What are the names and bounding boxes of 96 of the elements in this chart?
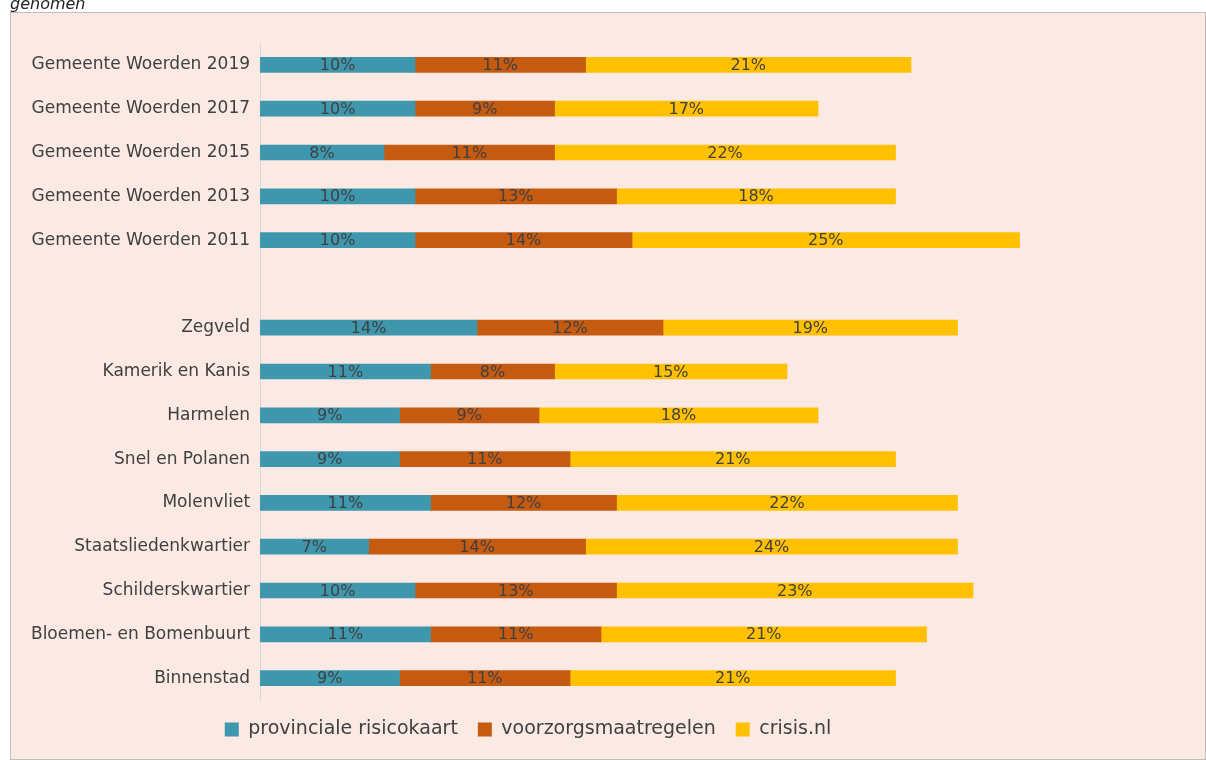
data-label: 21% xyxy=(714,668,751,688)
y-tick-label: Bloemen- en Bomenbuurt xyxy=(30,622,251,643)
bar xyxy=(414,57,586,73)
data-label: 24% xyxy=(753,536,790,556)
data-label: 10% xyxy=(319,186,356,206)
data-label: 11% xyxy=(467,449,503,469)
bar xyxy=(430,626,602,643)
data-label: 21% xyxy=(714,449,751,469)
data-label: 13% xyxy=(498,580,534,600)
bar xyxy=(260,495,431,511)
bar xyxy=(260,319,478,336)
data-label: 9% xyxy=(317,449,343,469)
bar xyxy=(476,319,664,336)
bar xyxy=(414,100,555,117)
bar xyxy=(631,232,1020,248)
data-label: 14% xyxy=(350,317,387,337)
data-label: 11% xyxy=(327,361,364,381)
data-label: 8% xyxy=(309,142,335,162)
y-tick-label: Staatsliedenkwartier xyxy=(74,535,251,556)
bar xyxy=(414,188,617,205)
y-tick-label: Gemeente Woerden 2015 xyxy=(31,140,251,161)
bar xyxy=(414,232,633,248)
data-label: 12% xyxy=(505,493,542,513)
bar xyxy=(554,363,788,380)
data-label: 10% xyxy=(319,55,356,75)
data-label: 11% xyxy=(467,668,503,688)
bar xyxy=(260,57,416,73)
bar xyxy=(260,232,416,248)
bar xyxy=(554,100,819,117)
data-label: 18% xyxy=(738,186,774,206)
bar xyxy=(616,188,896,205)
bar xyxy=(662,319,958,336)
bar xyxy=(260,538,369,555)
data-label: 8% xyxy=(479,361,506,381)
bar xyxy=(585,538,958,555)
data-label: 11% xyxy=(327,624,364,644)
data-label: 11% xyxy=(451,142,488,162)
data-label: 11% xyxy=(482,55,519,75)
bar xyxy=(399,670,571,686)
y-tick-label: Schilderskwartier xyxy=(102,578,251,599)
bar xyxy=(554,144,896,161)
data-label: 14% xyxy=(459,536,495,556)
data-label: 14% xyxy=(505,230,542,250)
bar xyxy=(430,495,617,511)
bar xyxy=(260,451,400,467)
bar xyxy=(616,582,974,599)
y-tick-label: Gemeente Woerden 2013 xyxy=(31,184,251,205)
data-label: 15% xyxy=(653,361,689,381)
bar xyxy=(260,670,400,686)
data-label: 18% xyxy=(660,405,697,425)
data-label: 21% xyxy=(730,55,767,75)
data-label: 11% xyxy=(327,493,364,513)
bar xyxy=(585,57,912,73)
bar xyxy=(260,188,416,205)
bar xyxy=(600,626,927,643)
data-label: 23% xyxy=(776,580,813,600)
data-label: 9% xyxy=(472,98,498,118)
data-label: 10% xyxy=(319,98,356,118)
y-tick-label: Gemeente Woerden 2011 xyxy=(31,228,251,249)
data-label: 11% xyxy=(498,624,534,644)
bar xyxy=(260,407,400,424)
data-label: 21% xyxy=(745,624,782,644)
data-label: 7% xyxy=(301,536,328,556)
legend-label: provinciale risicokaart xyxy=(248,716,458,739)
data-label: 19% xyxy=(792,317,829,337)
bar xyxy=(616,495,958,511)
data-label: 25% xyxy=(807,230,844,250)
y-tick-label: Binnenstad xyxy=(154,666,251,687)
y-tick-label: Gemeente Woerden 2019 xyxy=(31,53,251,74)
bar xyxy=(569,670,896,686)
data-label: 9% xyxy=(317,405,343,425)
y-tick-label: Zegveld xyxy=(181,316,251,337)
bar xyxy=(569,451,896,467)
y-tick-label: Snel en Polanen xyxy=(114,447,251,468)
bar xyxy=(368,538,586,555)
text: genomen xyxy=(10,0,86,13)
y-tick-label: Kamerik en Kanis xyxy=(102,359,251,380)
y-tick-label: Gemeente Woerden 2017 xyxy=(31,97,251,118)
data-label: 9% xyxy=(317,668,343,688)
bar xyxy=(399,451,571,467)
data-label: 22% xyxy=(769,493,805,513)
data-label: 12% xyxy=(552,317,588,337)
data-label: 10% xyxy=(319,230,356,250)
legend-label: voorzorgsmaatregelen xyxy=(501,716,716,739)
y-tick-label: Molenvliet xyxy=(162,491,251,512)
legend-label: crisis.nl xyxy=(759,716,832,739)
bar xyxy=(260,100,416,117)
data-label: 13% xyxy=(498,186,534,206)
data-label: 9% xyxy=(456,405,482,425)
bar xyxy=(260,626,431,643)
bar xyxy=(538,407,819,424)
data-label: 10% xyxy=(319,580,356,600)
data-label: 22% xyxy=(707,142,743,162)
bar xyxy=(399,407,540,424)
y-tick-label: Harmelen xyxy=(167,403,251,424)
data-label: 17% xyxy=(668,98,705,118)
